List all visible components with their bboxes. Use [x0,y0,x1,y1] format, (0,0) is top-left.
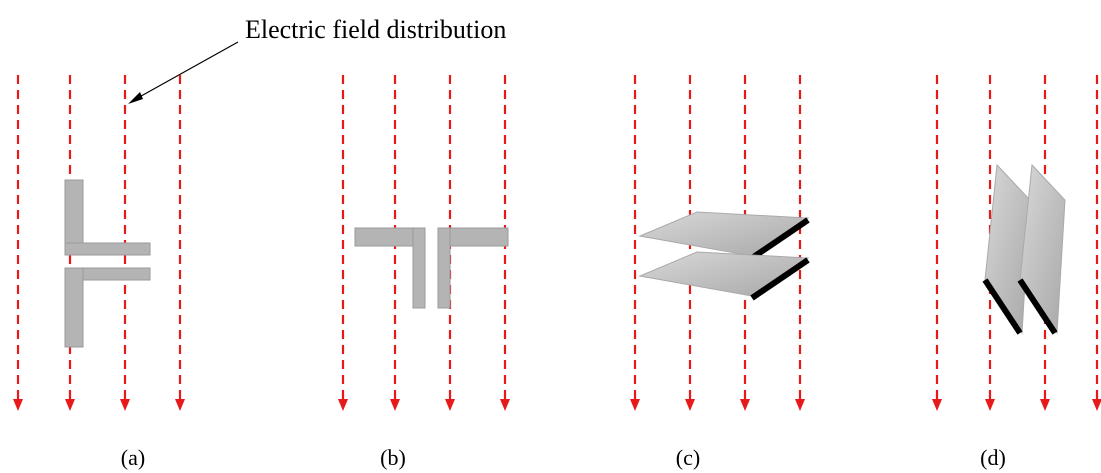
arrow-head [500,399,510,411]
arrow-head [630,399,640,411]
arrow-head [445,399,455,411]
panel-label: (c) [676,445,700,470]
panel-label: (d) [980,445,1006,470]
arrow-head [985,399,995,411]
arrow-head [1040,399,1050,411]
pointer [134,42,238,100]
panel-label: (a) [121,445,145,470]
panel-label: (b) [380,445,406,470]
figure: Electric field distribution (a) (b) (c) … [0,0,1101,473]
arrow-head [932,399,942,411]
annotation: Electric field distribution [245,15,506,44]
arrow-head [390,399,400,411]
arrow-head [175,399,185,411]
arrow-head [1092,399,1101,411]
arrow-head [740,399,750,411]
arrow-head [65,399,75,411]
arrow-head [120,399,130,411]
page: Electric field distribution (a) (b) (c) … [0,0,1101,473]
pointer-head [128,92,143,104]
arrow-head [13,399,23,411]
capacitor-a [65,180,150,347]
capacitor-d [985,165,1065,333]
capacitor-c [640,212,808,298]
arrow-head [338,399,348,411]
capacitor-b [355,228,508,308]
arrow-head [685,399,695,411]
field-lines [13,75,1101,411]
arrow-head [795,399,805,411]
